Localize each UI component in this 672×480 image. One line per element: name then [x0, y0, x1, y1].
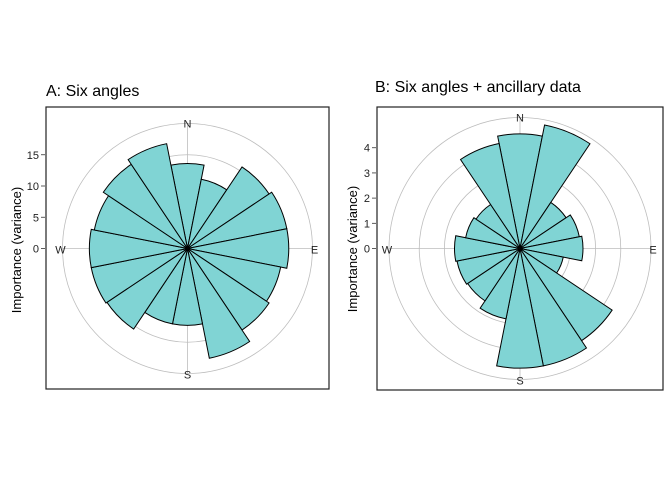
- bar-wedge: [459, 142, 521, 249]
- bar-wedge: [465, 217, 521, 249]
- y-tick-label: 0: [33, 244, 39, 256]
- panel-b-frame: [376, 106, 664, 391]
- panel-b-ylabel: Importance (variance): [345, 186, 360, 312]
- panel-a-bars: [88, 143, 290, 359]
- panel-a-compass: N E S W: [55, 119, 318, 382]
- y-tick-label: 5: [33, 212, 39, 224]
- bar-wedge: [519, 235, 584, 262]
- bar-wedge: [187, 248, 251, 359]
- y-tick-label: 10: [27, 181, 39, 193]
- bar-wedge: [519, 124, 591, 249]
- panel-a-title: A: Six angles: [46, 83, 139, 100]
- panel-b-yticks: 0 1 2 3 4: [364, 143, 376, 256]
- panel-a-yticks: 0 5 10 15: [27, 150, 45, 256]
- y-tick-label: 2: [364, 193, 370, 205]
- panel-b-bars: [454, 124, 613, 369]
- panel-b-title: B: Six angles + ancillary data: [375, 79, 581, 96]
- panel-b-label-w: W: [382, 245, 393, 257]
- bar-wedge: [479, 248, 521, 320]
- panel-b-label-s: S: [516, 376, 523, 388]
- panel-a-label-s: S: [184, 370, 191, 382]
- bar-wedge: [187, 228, 290, 269]
- panel-a-frame: [45, 106, 330, 390]
- panel-a: A: Six angles Importance (variance) 0 5 10…: [9, 83, 330, 390]
- panel-b: B: Six angles + ancillary data Importanc…: [345, 79, 664, 391]
- panel-a-label-e: E: [311, 245, 318, 257]
- panel-b-label-e: E: [649, 245, 656, 257]
- bar-wedge: [496, 248, 544, 369]
- y-tick-label: 0: [364, 244, 370, 256]
- bar-wedge: [88, 228, 188, 269]
- panel-a-ylabel: Importance (variance): [9, 187, 24, 313]
- bar-wedge: [454, 235, 521, 262]
- panel-b-compass: N E S W: [382, 113, 657, 388]
- y-tick-label: 4: [364, 143, 370, 155]
- y-tick-label: 3: [364, 168, 370, 180]
- panel-a-label-n: N: [184, 119, 192, 131]
- y-tick-label: 1: [364, 218, 370, 230]
- y-tick-label: 15: [27, 150, 39, 162]
- panel-a-label-w: W: [55, 245, 66, 257]
- bar-wedge: [127, 143, 188, 249]
- panel-b-label-n: N: [516, 113, 524, 125]
